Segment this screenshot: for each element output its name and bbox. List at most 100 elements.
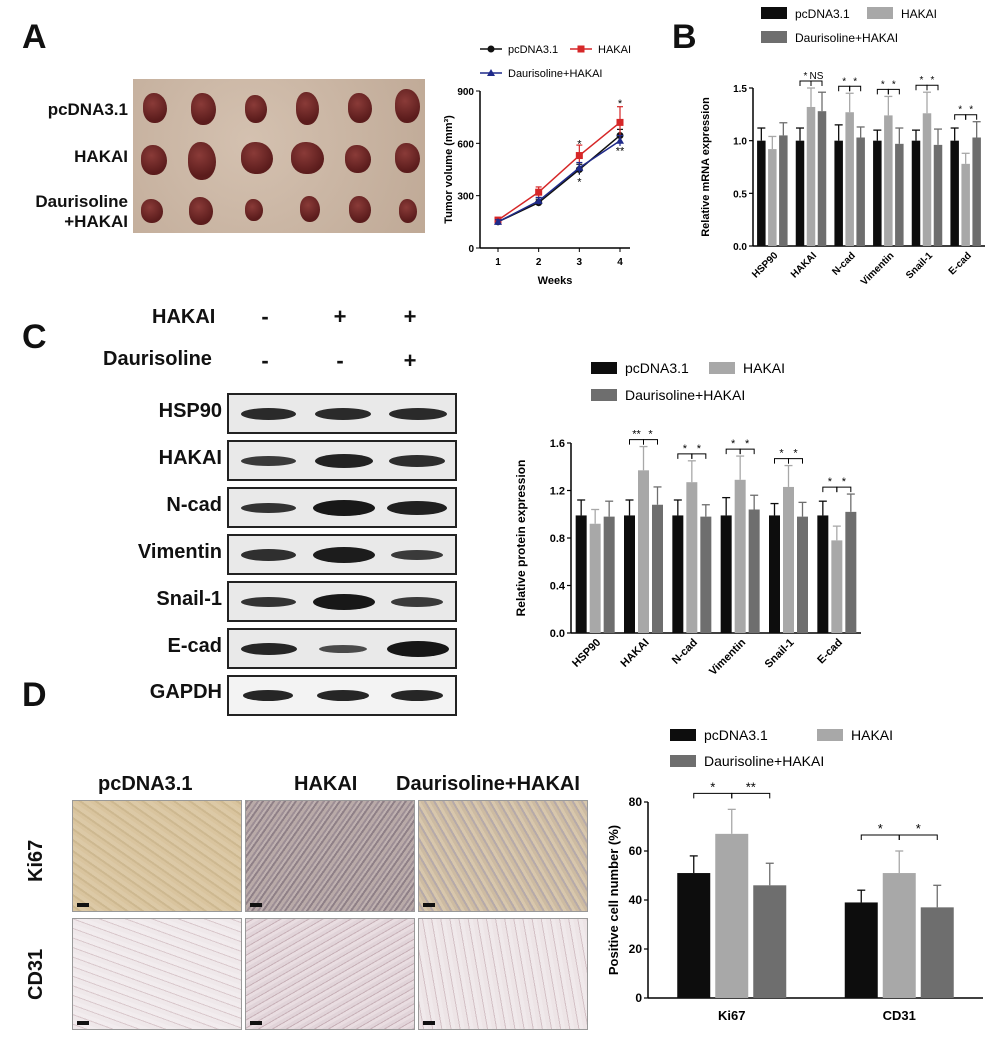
- bar: [933, 144, 943, 246]
- panel-label-b: B: [672, 18, 697, 56]
- bar: [753, 885, 787, 998]
- treatment-sign: +: [403, 348, 417, 373]
- bar: [779, 135, 788, 246]
- bar: [768, 149, 777, 246]
- legend-label: HAKAI: [901, 7, 937, 21]
- legend-label: Daurisoline+HAKAI: [508, 68, 602, 80]
- bar: [817, 515, 829, 633]
- y-axis-label: Relative mRNA expression: [700, 97, 712, 237]
- treatment-sign: -: [336, 348, 344, 373]
- significance-bracket: [731, 792, 771, 799]
- significance-mark: *: [892, 79, 896, 90]
- legend-label: Daurisoline+HAKAI: [704, 753, 824, 769]
- significance-mark: *: [853, 76, 857, 87]
- significance-mark: *: [697, 443, 702, 455]
- legend-label: pcDNA3.1: [625, 360, 689, 376]
- blot-band: [389, 455, 445, 467]
- blot-band: [241, 643, 297, 655]
- bar: [817, 111, 827, 246]
- ihc-image-ki67-hakai: [245, 800, 415, 912]
- blot-band: [317, 690, 369, 701]
- tumor: [241, 142, 273, 174]
- significance-mark: *: [618, 98, 623, 110]
- blot-band: [313, 594, 375, 610]
- ihc-image-cd31-daurisoline: [418, 918, 588, 1030]
- tumor: [300, 196, 320, 222]
- legend-label: HAKAI: [598, 44, 631, 56]
- x-tick-label: Vimentin: [859, 250, 897, 288]
- y-tick-label: 0: [468, 244, 474, 255]
- blot-band: [315, 454, 373, 468]
- bar: [961, 163, 970, 246]
- significance-bracket: [898, 834, 938, 840]
- treatment-label-daurisoline: Daurisoline: [103, 348, 212, 370]
- significance-mark: *: [577, 177, 582, 189]
- bar: [720, 515, 732, 633]
- y-tick-label: 0.4: [550, 581, 566, 593]
- bar: [856, 137, 865, 246]
- blot-label-hsp90: HSP90: [158, 400, 222, 422]
- series-line: [497, 121, 621, 221]
- bar: [589, 523, 601, 633]
- bar: [806, 106, 816, 247]
- significance-bracket: [810, 80, 823, 86]
- bar: [844, 902, 878, 998]
- blot-label-gapdh: GAPDH: [149, 681, 222, 703]
- significance-mark: *: [881, 79, 885, 90]
- significance-bracket: [788, 458, 803, 464]
- tumor: [143, 93, 167, 123]
- blot-label-ncad: N-cad: [166, 494, 222, 516]
- bar: [834, 140, 843, 246]
- significance-bracket: [836, 486, 852, 493]
- significance-mark: *: [878, 821, 883, 836]
- panel-label-c: C: [22, 318, 47, 356]
- data-point: [535, 188, 543, 196]
- ihc-image-cd31-hakai: [245, 918, 415, 1030]
- legend-marker: [487, 45, 495, 53]
- blot-label-hakai: HAKAI: [158, 447, 222, 469]
- y-tick-label: 0.5: [733, 189, 747, 200]
- significance-mark: *: [793, 448, 798, 460]
- bar: [795, 140, 805, 246]
- blot-label-snail1: Snail-1: [156, 588, 222, 610]
- significance-mark: **: [746, 779, 756, 794]
- tumor: [399, 199, 417, 223]
- blot-strip-ncad: [227, 487, 457, 528]
- bar: [950, 140, 959, 246]
- significance-mark: *: [969, 105, 973, 116]
- bar: [672, 515, 684, 633]
- series-line: [497, 134, 621, 223]
- legend-label: HAKAI: [851, 727, 893, 743]
- significance-mark: *: [958, 105, 962, 116]
- bar: [797, 516, 808, 633]
- scale-bar: [423, 1021, 435, 1025]
- bar: [783, 486, 794, 633]
- blot-strip-snail1: [227, 581, 457, 622]
- tumor-row-label-daurisoline: Daurisoline: [35, 192, 128, 211]
- bar: [884, 115, 893, 247]
- tumor: [245, 95, 267, 123]
- tumor: [349, 196, 371, 223]
- blot-band: [387, 501, 447, 515]
- blot-band: [313, 547, 375, 563]
- bar: [873, 140, 882, 246]
- significance-mark: *: [577, 138, 582, 150]
- legend-marker: [487, 69, 495, 76]
- ihc-image-cd31-pcdna: [72, 918, 242, 1030]
- y-tick-label: 0.0: [733, 242, 747, 253]
- bar: [624, 515, 635, 633]
- significance-mark: *: [828, 476, 833, 488]
- significance-mark: *: [683, 443, 688, 455]
- blot-strip-ecad: [227, 628, 457, 669]
- panel-label-a: A: [22, 18, 47, 56]
- y-tick-label: 0: [635, 991, 642, 1005]
- bar: [911, 140, 921, 246]
- blot-strip-hakai: [227, 440, 457, 481]
- blot-strip-gapdh: [227, 675, 457, 716]
- x-tick-label: Snail-1: [904, 250, 935, 281]
- bar: [882, 873, 916, 998]
- blot-band: [391, 690, 443, 701]
- bar: [845, 511, 857, 633]
- ihc-column-label-hakai: HAKAI: [294, 773, 358, 795]
